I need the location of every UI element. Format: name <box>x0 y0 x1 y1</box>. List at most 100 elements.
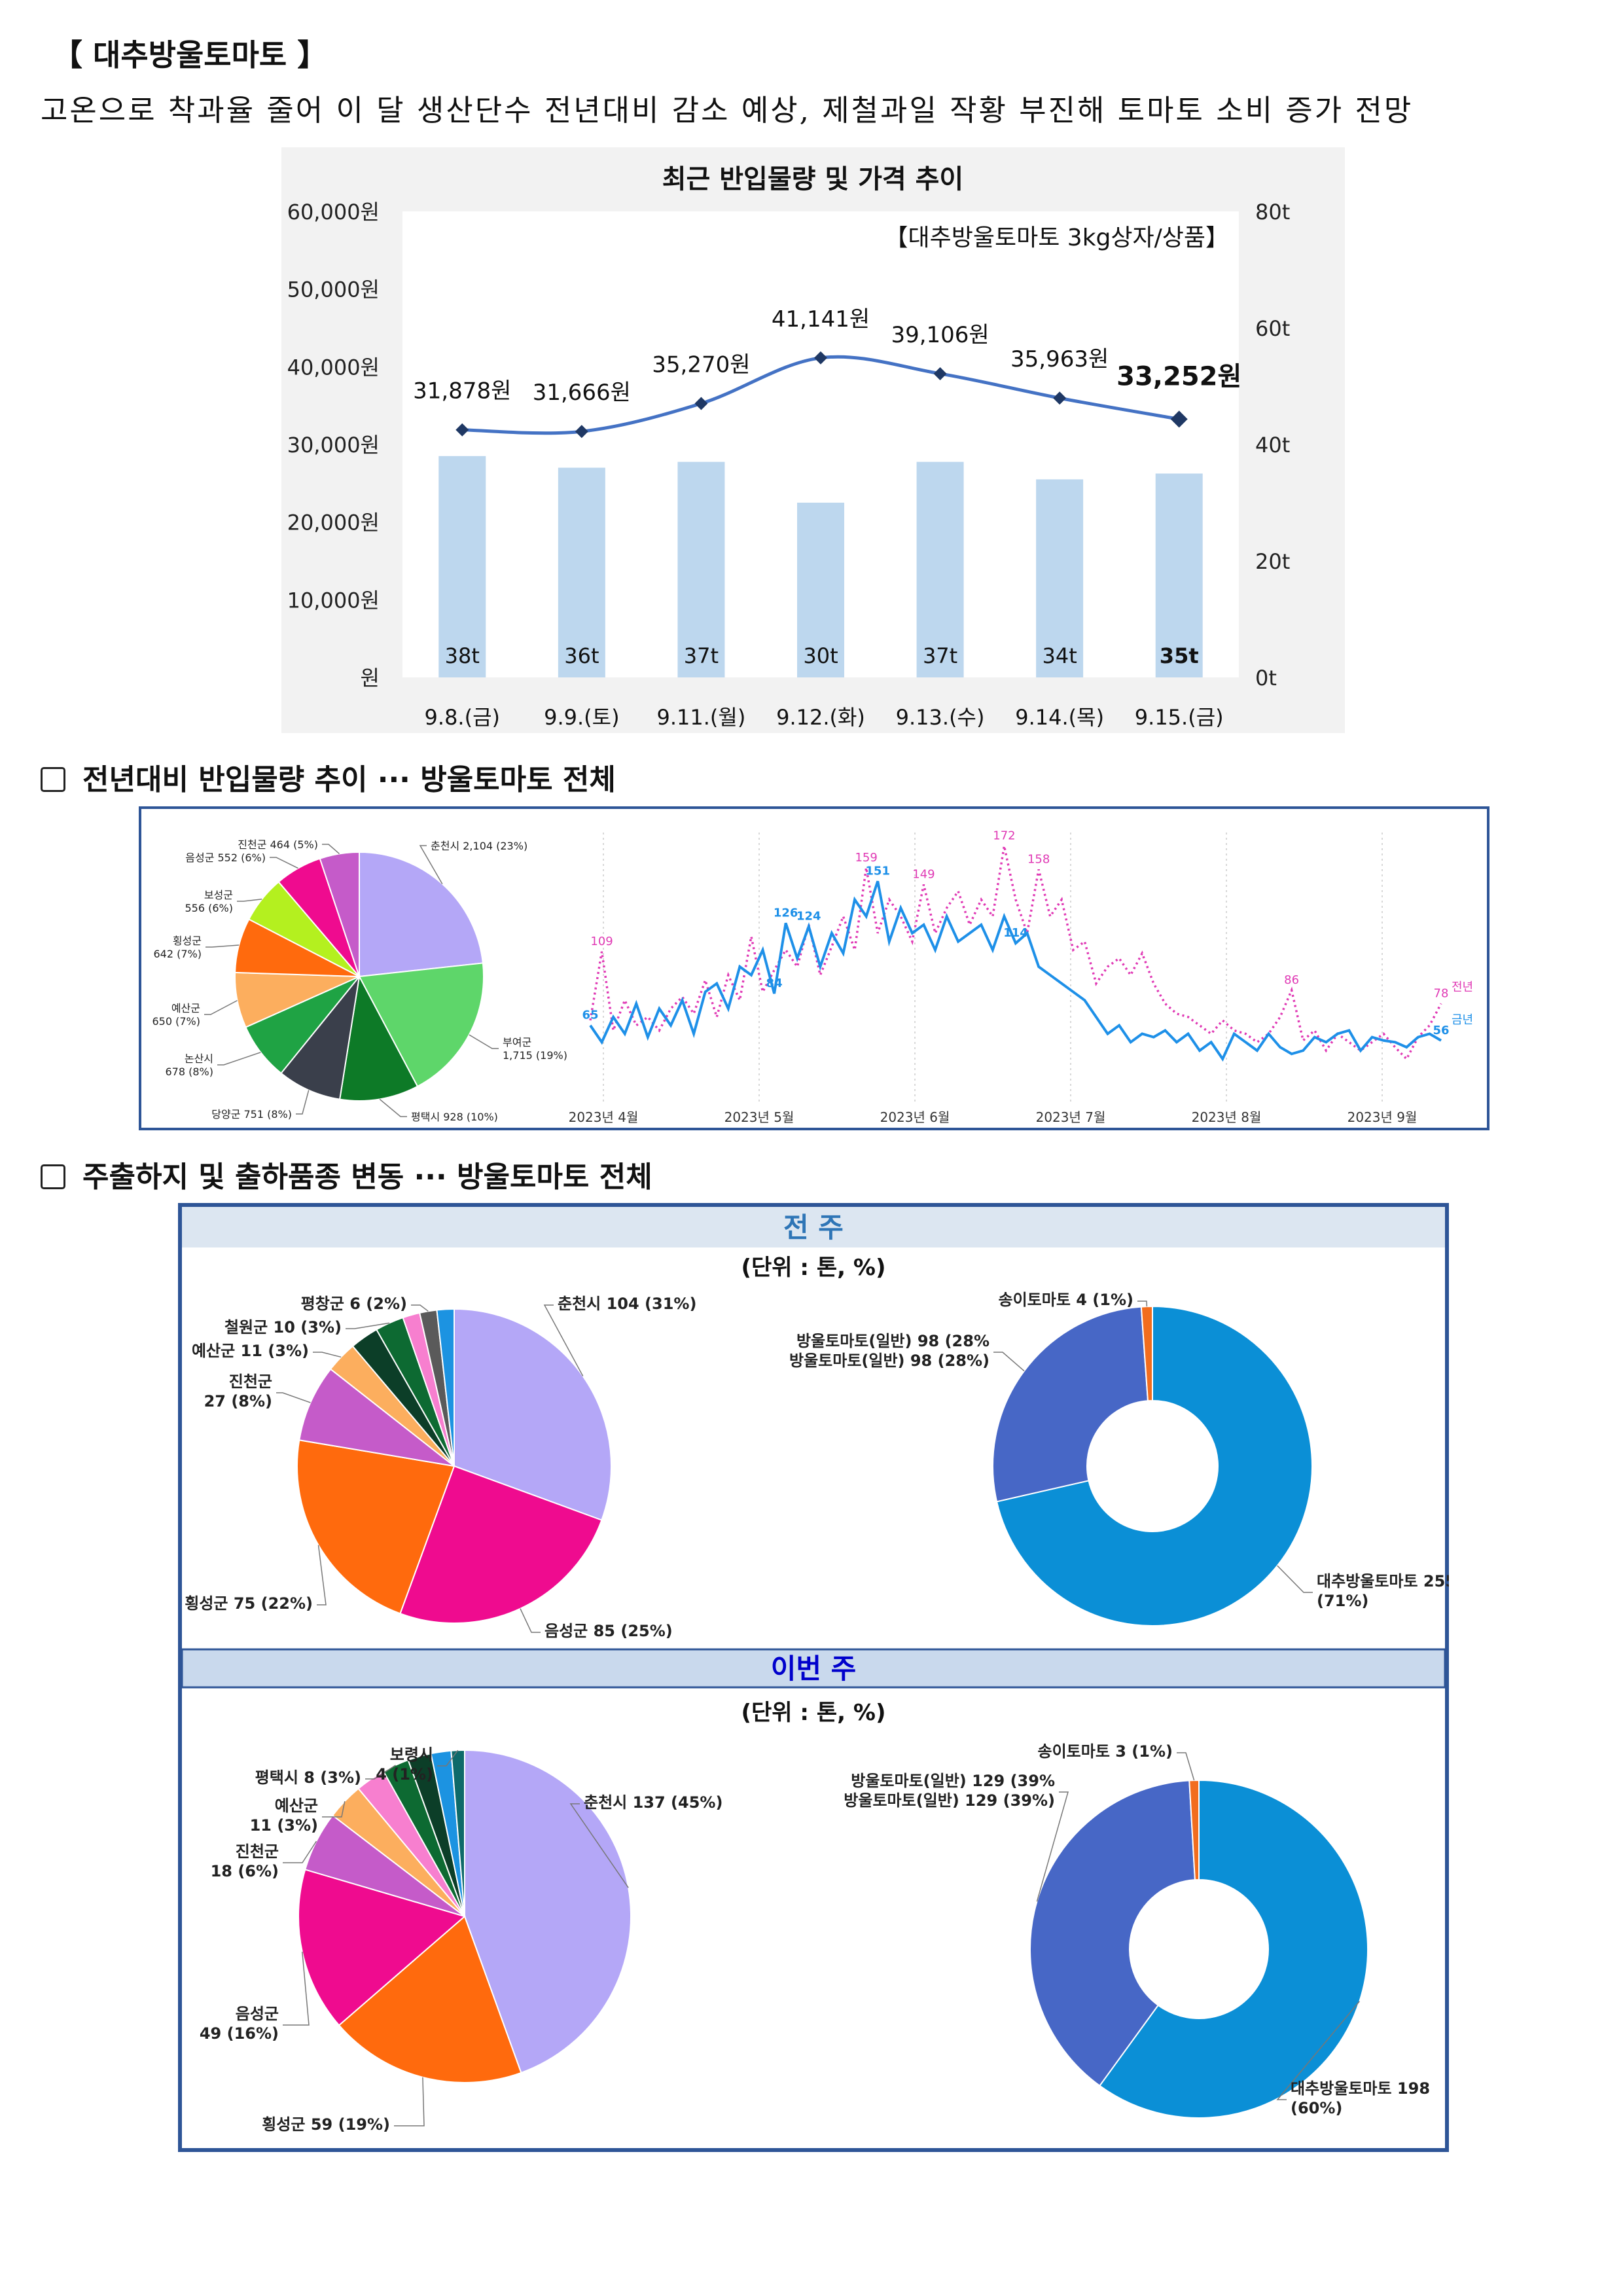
price-marker <box>814 351 827 365</box>
volume-bar <box>1155 473 1203 677</box>
this-variety-label: (60%) <box>1291 2099 1342 2117</box>
volume-bar-label: 35t <box>1160 643 1199 668</box>
section3-heading-text: 주출하지 및 출하품종 변동 ··· 방울토마토 전체 <box>82 1160 652 1194</box>
region-share-leader-line <box>322 844 340 855</box>
this-year-label: 56 <box>1433 1024 1449 1037</box>
region-share-label: 1,715 (19%) <box>503 1049 567 1062</box>
origin-variety-panel: 전 주 (단위 : 톤, %) 이번 주 (단위 : 톤, %) 춘천시 104… <box>178 1203 1449 2152</box>
prev-variety-slice <box>1140 1305 1153 1402</box>
left-axis-tick-label: 30,000원 <box>287 433 380 457</box>
this-region-label: 4 (1%) <box>376 1765 433 1784</box>
x-axis-tick-label: 9.14.(목) <box>1015 705 1104 730</box>
x-axis-tick-label: 9.11.(월) <box>657 705 746 730</box>
right-axis-tick-label: 40t <box>1255 433 1290 457</box>
prev-region-leader-line <box>543 1304 584 1376</box>
prev-variety-label: 송이토마토 4 (1%) <box>999 1291 1134 1309</box>
prev-region-label: 평창군 6 (2%) <box>301 1295 407 1313</box>
prev-year-label: 172 <box>993 829 1015 843</box>
this-variety-label: 방울토마토(일반) 129 (39%) <box>844 1791 1055 1810</box>
region-share-slice <box>319 851 360 977</box>
prev-region-leader-line <box>276 1392 311 1403</box>
x-axis-tick-label: 2023년 6월 <box>880 1109 950 1125</box>
this-region-label: 보령시 <box>390 1746 433 1764</box>
prev-region-label: 예산군 11 (3%) <box>192 1342 309 1360</box>
price-marker <box>1053 391 1067 405</box>
chart-title: 최근 반입물량 및 가격 추이 <box>662 164 964 194</box>
prev-region-label: 춘천시 104 (31%) <box>558 1295 696 1313</box>
prev-year-label: 159 <box>855 851 877 865</box>
this-week-unit: (단위 : 톤, %) <box>741 1700 885 1726</box>
prev-region-leader-line <box>520 1608 541 1633</box>
region-share-leader-line <box>237 899 262 902</box>
price-label: 35,270원 <box>652 351 750 378</box>
region-share-slice <box>339 974 419 1102</box>
this-variety-leader-line <box>1177 1752 1195 1781</box>
this-variety-slice <box>1029 1780 1196 2087</box>
region-share-label: 횡성군 <box>173 935 202 947</box>
checkbox-icon <box>41 767 65 792</box>
region-share-leader-line <box>419 845 443 884</box>
x-axis-tick-label: 9.8.(금) <box>425 705 500 730</box>
this-region-leader-line <box>569 1803 629 1888</box>
section3-heading: 주출하지 및 출하품종 변동 ··· 방울토마토 전체 <box>41 1153 652 1195</box>
this-week-label: 이번 주 <box>771 1653 857 1685</box>
region-share-leader-line <box>379 1098 407 1117</box>
price-label: 31,878원 <box>413 378 511 404</box>
region-share-label: 부여군 <box>503 1036 531 1049</box>
this-region-leader-line <box>322 1801 346 1818</box>
x-axis-tick-label: 2023년 5월 <box>724 1109 794 1125</box>
this-region-label: 진천군 <box>236 1842 279 1861</box>
prev-region-label: 횡성군 75 (22%) <box>185 1594 313 1613</box>
prev-region-slice <box>454 1308 612 1521</box>
region-share-leader-line <box>205 944 240 948</box>
legend-this-year: 금년 <box>1452 1013 1473 1027</box>
left-axis-tick-label: 50,000원 <box>287 278 380 302</box>
region-share-slice <box>358 962 484 1088</box>
right-axis-tick-label: 0t <box>1255 666 1277 691</box>
this-region-label: 음성군 <box>236 2005 279 2023</box>
region-share-leader-line <box>217 1052 261 1066</box>
x-axis-tick-label: 9.15.(금) <box>1135 705 1224 730</box>
volume-bar-label: 36t <box>564 643 599 668</box>
region-share-label: 예산군 <box>171 1002 200 1014</box>
prev-year-label: 86 <box>1284 973 1299 987</box>
prev-region-slice <box>399 1465 603 1624</box>
price-marker <box>575 425 588 439</box>
prev-variety-slice <box>992 1306 1149 1503</box>
volume-bar-label: 37t <box>684 643 719 668</box>
chart-unit-note: 【대추방울토마토 3kg상자/상품】 <box>885 224 1230 251</box>
this-region-label: 춘천시 137 (45%) <box>584 1793 722 1812</box>
this-week-variety-donut: 대추방울토마토 198(60%) 방울토마토(일반) 129 (39%방울토마토(… <box>844 1742 1430 2119</box>
legend-prev-year: 전년 <box>1452 980 1473 994</box>
checkbox-icon <box>41 1164 65 1189</box>
x-axis-tick-label: 9.9.(토) <box>544 705 619 730</box>
region-share-leader-line <box>469 1034 499 1049</box>
prev-year-label: 158 <box>1027 852 1050 866</box>
price-marker <box>1170 410 1188 428</box>
prev-week-variety-donut: 대추방울토마토 255 (71%) 방울토마토(일반) 98 (28% 방울토마토(일… <box>789 1291 1449 1626</box>
prev-region-label: 음성군 85 (25%) <box>544 1622 673 1640</box>
region-share-label: 556 (6%) <box>185 902 234 914</box>
price-label: 31,666원 <box>533 380 631 406</box>
prev-region-label: 진천군 <box>229 1372 272 1391</box>
prev-week-unit: (단위 : 톤, %) <box>741 1255 885 1281</box>
region-share-label: 보성군 <box>204 889 233 901</box>
this-variety-leader-line <box>1276 2001 1360 2100</box>
price-marker <box>455 423 469 437</box>
left-axis-tick-label: 원 <box>361 666 380 691</box>
prev-week-region-pie: 춘천시 104 (31%) 음성군 85 (25%) 횡성군 75 (22%) 진천군… <box>185 1295 696 1640</box>
prev-region-label: 27 (8%) <box>204 1392 272 1410</box>
left-axis-tick-label: 10,000원 <box>287 588 380 613</box>
region-share-label: 평택시 928 (10%) <box>411 1111 498 1123</box>
this-region-label: 평택시 8 (3%) <box>255 1768 361 1787</box>
this-week-band <box>181 1648 1446 1689</box>
region-share-leader-line <box>296 1090 310 1115</box>
volume-bar-label: 34t <box>1043 643 1077 668</box>
this-variety-label: 송이토마토 3 (1%) <box>1038 1742 1173 1761</box>
volume-bar <box>916 461 964 677</box>
region-share-label: 춘천시 2,104 (23%) <box>431 840 527 852</box>
volume-bar-label: 38t <box>445 643 480 668</box>
